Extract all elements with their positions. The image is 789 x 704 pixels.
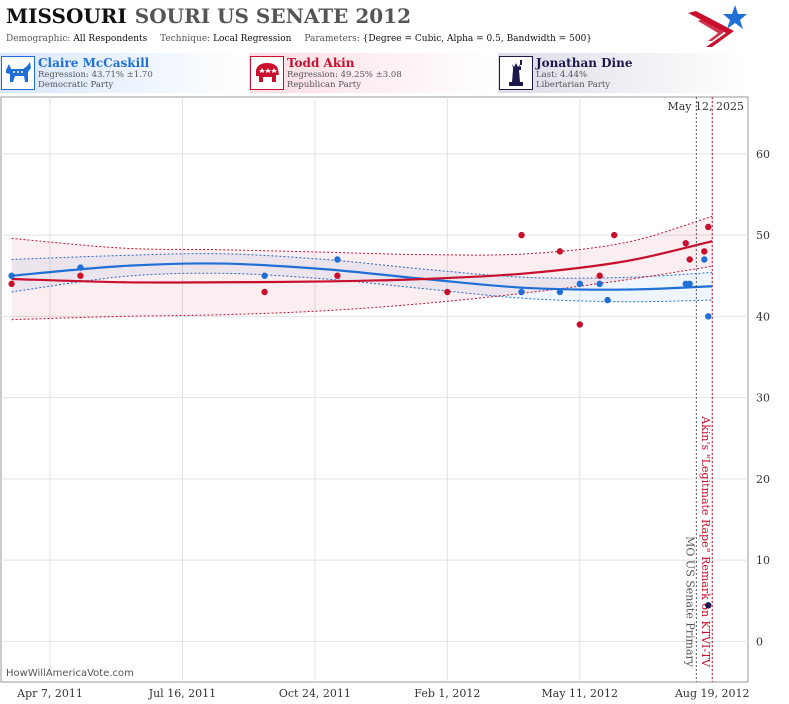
event-marker-label: Akin's "Legitmate Rape" Remark on KTVI-T… [699, 415, 712, 668]
plot-area [0, 96, 749, 683]
poll-chart: 0 10 20 30 40 50 60 Apr 7, 2011 Jul 16, 2011 Oct … [0, 96, 770, 700]
poll-point [556, 288, 564, 296]
demographic-value: All Respondents [73, 34, 148, 44]
poll-point [686, 280, 693, 288]
y-tick-label: 30 [756, 392, 770, 405]
poll-point [261, 272, 268, 279]
poll-point [701, 256, 708, 263]
candidate-card-mccaskill[interactable]: Claire McCaskill Regression: 43.71% ±1.7… [0, 53, 247, 93]
y-tick-label: 0 [756, 635, 763, 648]
title-race: SOURI US SENATE 2012 [134, 4, 412, 28]
poll-point [77, 272, 84, 279]
parameters-label: Parameters: [304, 34, 360, 44]
y-tick-label: 50 [756, 229, 770, 242]
source-credit: HowWillAmericaVote.com [6, 668, 134, 679]
technique-value: Local Regression [213, 34, 292, 44]
poll-point [518, 231, 525, 239]
y-tick-label: 10 [756, 554, 770, 567]
x-tick-label: May 11, 2012 [542, 687, 619, 700]
confidence-band [11, 216, 713, 320]
poll-point [701, 248, 708, 255]
poll-point [611, 231, 618, 239]
poll-point [261, 288, 268, 296]
poll-point [576, 321, 583, 328]
trend-line [11, 262, 713, 291]
poll-point [705, 313, 712, 320]
poll-point [596, 280, 603, 288]
poll-point [682, 240, 689, 247]
candidate-legend: Claire McCaskill Regression: 43.71% ±1.7… [0, 53, 789, 93]
poll-point [334, 256, 341, 263]
y-tick-label: 40 [756, 310, 770, 323]
header: MISSOURI SOURI US SENATE 2012 Demographic… [0, 0, 789, 52]
title-state: MISSOURI [6, 4, 127, 28]
site-logo-icon [688, 5, 747, 47]
x-tick-label: Aug 19, 2012 [674, 687, 750, 700]
technique-label: Technique: [160, 34, 211, 44]
x-tick-label: Apr 7, 2011 [16, 687, 83, 700]
candidate-regression: Regression: 49.25% ±3.08 [287, 70, 402, 80]
poll-point [596, 272, 603, 279]
confidence-lower [11, 272, 713, 303]
poll-point [604, 296, 611, 304]
candidate-regression: Regression: 43.71% ±1.70 [38, 70, 153, 80]
poll-point [576, 280, 583, 288]
confidence-lower [11, 265, 713, 321]
poll-point [8, 280, 15, 288]
trend-line [11, 240, 713, 284]
demographic-label: Demographic: [6, 34, 71, 44]
candidate-name: Claire McCaskill [38, 56, 150, 70]
y-tick-label: 20 [756, 473, 770, 486]
confidence-upper [11, 253, 713, 279]
event-marker-label: MO US Senate Primary [683, 536, 696, 668]
elephant-icon [250, 56, 284, 90]
candidate-name: Jonathan Dine [536, 56, 633, 70]
parameters-line: Demographic: All Respondents Technique: … [6, 34, 602, 44]
page-title: MISSOURI SOURI US SENATE 2012 [6, 4, 411, 28]
candidate-party: Republican Party [287, 80, 361, 90]
statue-of-liberty-icon [499, 56, 533, 90]
poll-point [8, 272, 15, 279]
candidate-last: Last: 4.44% [536, 70, 588, 80]
y-tick-label: 60 [756, 148, 770, 161]
poll-point [705, 223, 712, 231]
parameters-value: {Degree = Cubic, Alpha = 0.5, Bandwidth … [362, 34, 593, 44]
candidate-party: Libertarian Party [536, 80, 611, 90]
candidate-card-akin[interactable]: Todd Akin Regression: 49.25% ±3.08 Repub… [249, 53, 496, 93]
confidence-upper [11, 215, 713, 256]
poll-point [518, 288, 525, 296]
poll-point [556, 248, 564, 255]
poll-point [686, 256, 693, 263]
poll-point [77, 264, 84, 271]
x-tick-label: Feb 1, 2012 [414, 687, 480, 700]
candidate-name: Todd Akin [287, 56, 355, 70]
candidate-card-dine[interactable]: Jonathan Dine Last: 4.44% Libertarian Pa… [498, 53, 745, 93]
date-label: May 12, 2025 [667, 100, 744, 113]
x-tick-label: Oct 24, 2011 [279, 687, 351, 700]
poll-point [444, 288, 451, 296]
poll-point [334, 272, 341, 279]
poll-point [705, 602, 712, 609]
donkey-icon [1, 56, 35, 90]
x-tick-label: Jul 16, 2011 [148, 687, 217, 700]
confidence-band [11, 253, 713, 302]
candidate-party: Democratic Party [38, 80, 114, 90]
